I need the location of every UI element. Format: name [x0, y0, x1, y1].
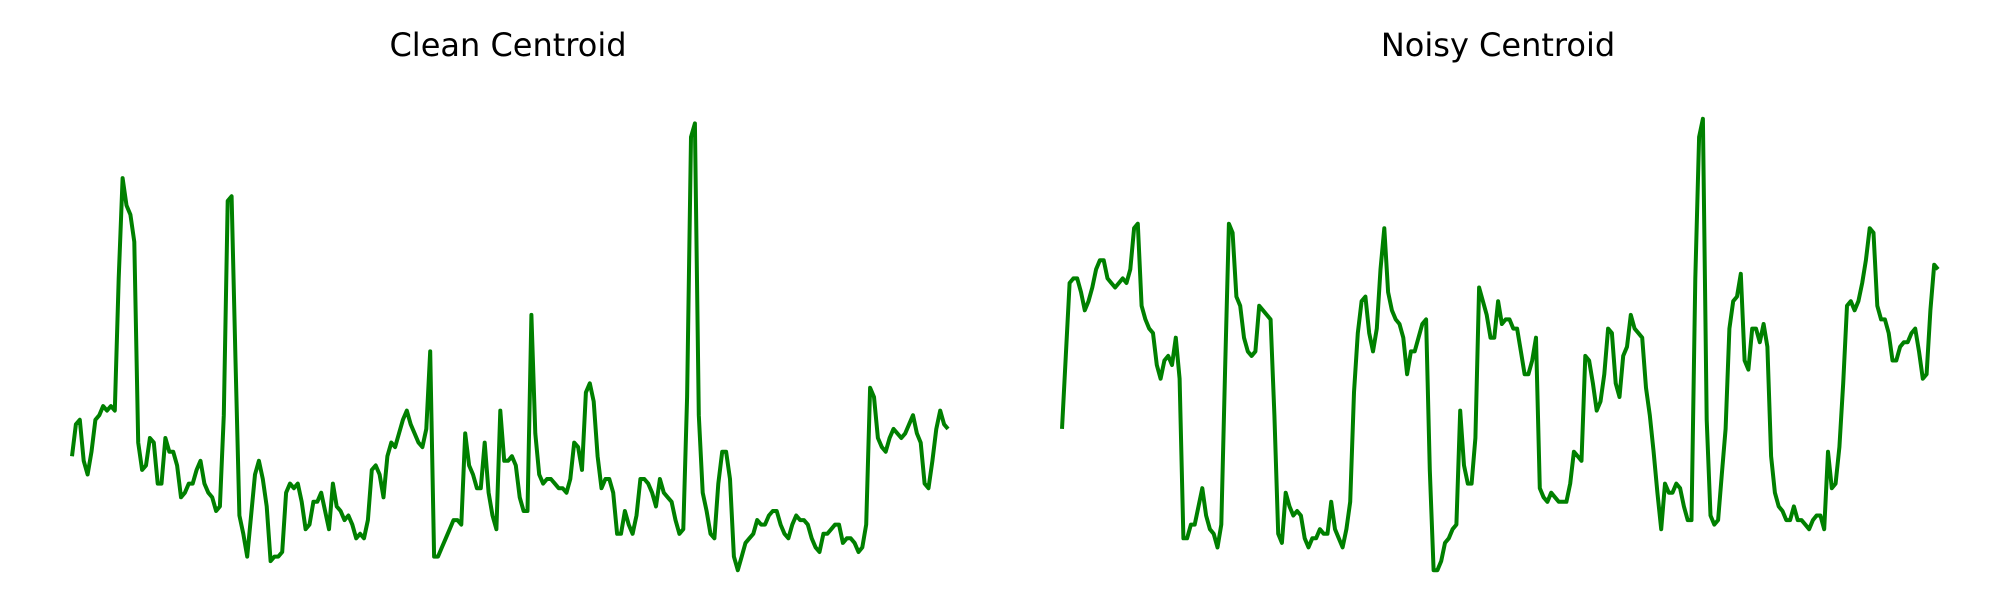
plot-area-noisy-centroid	[1060, 116, 1940, 573]
chart-title-noisy-centroid: Noisy Centroid	[1381, 26, 1615, 64]
series-line-1-0	[1060, 116, 1940, 573]
plot-area-clean-centroid	[70, 121, 950, 573]
series-line-0-0	[70, 121, 950, 573]
chart-title-clean-centroid: Clean Centroid	[389, 26, 626, 64]
